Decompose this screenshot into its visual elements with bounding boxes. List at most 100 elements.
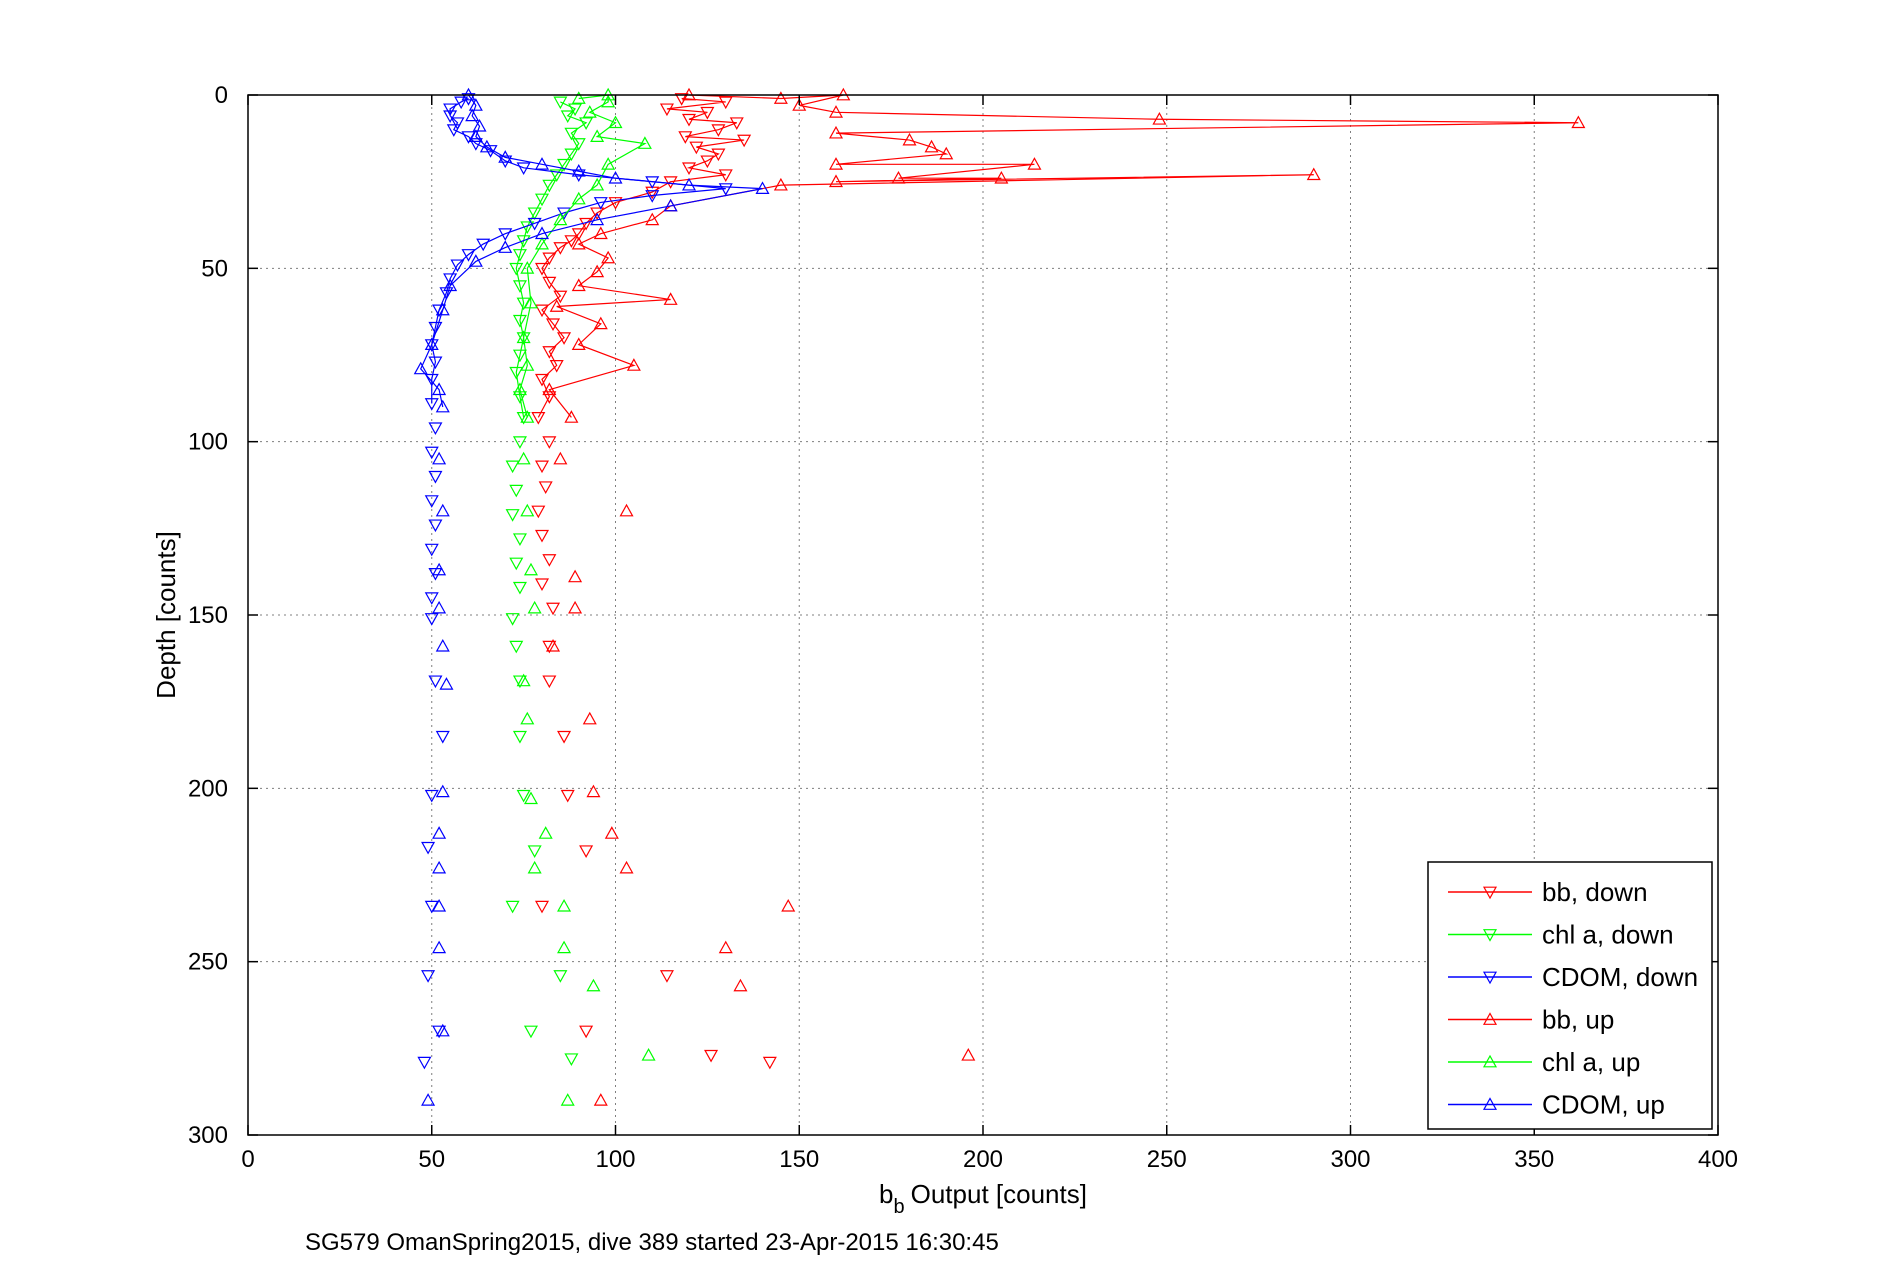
data-point: [527, 217, 542, 231]
data-point: [428, 356, 443, 370]
data-point: [509, 262, 524, 276]
y-tick-label: 150: [188, 602, 228, 629]
data-point: [891, 170, 906, 184]
data-point: [509, 557, 524, 571]
data-point: [619, 503, 634, 517]
data-point: [560, 1093, 575, 1106]
legend-item: chl a, up: [1448, 1047, 1640, 1077]
data-point: [523, 791, 538, 805]
data-point: [450, 117, 465, 130]
data-point: [568, 600, 583, 614]
data-point: [619, 860, 634, 874]
data-point: [461, 249, 476, 262]
data-point: [553, 290, 568, 304]
data-point: [678, 131, 693, 144]
data-point: [828, 105, 844, 118]
data-point: [571, 337, 586, 350]
data-point: [534, 193, 550, 207]
data-point: [557, 940, 572, 954]
data-point: [659, 970, 674, 983]
x-tick-label: 100: [595, 1146, 635, 1173]
data-point: [472, 118, 487, 132]
data-point: [512, 675, 527, 689]
data-point: [718, 96, 733, 110]
data-point: [498, 228, 513, 241]
data-point: [542, 640, 557, 654]
data-point: [538, 481, 553, 494]
x-axis-label-text: Output [counts]: [911, 1179, 1087, 1209]
data-point: [424, 495, 439, 508]
data-point: [681, 177, 697, 191]
legend-label: CDOM, up: [1542, 1090, 1665, 1120]
data-point: [1571, 115, 1586, 129]
data-point: [534, 578, 550, 592]
data-point: [435, 302, 450, 316]
data-point: [637, 136, 652, 149]
data-point: [435, 784, 450, 798]
data-point: [512, 436, 527, 449]
data-point: [534, 529, 550, 543]
y-tick-label: 100: [188, 429, 228, 456]
data-point: [435, 638, 450, 652]
data-point: [450, 259, 465, 273]
data-point: [593, 316, 608, 330]
data-point: [509, 640, 524, 654]
data-point: [557, 332, 572, 345]
x-tick-label: 200: [963, 1146, 1003, 1173]
data-point: [523, 1025, 538, 1039]
data-point: [681, 113, 697, 127]
data-point: [553, 242, 568, 255]
data-point: [681, 162, 697, 176]
data-point: [729, 117, 744, 130]
data-point: [571, 138, 586, 151]
legend: bb, down chl a, down CDOM, down bb, up chl a…: [1427, 861, 1713, 1130]
data-point: [557, 158, 572, 172]
data-point: [549, 360, 564, 373]
data-point: [505, 460, 520, 474]
data-point: [520, 410, 535, 423]
data-point: [546, 638, 561, 652]
data-point: [593, 226, 608, 240]
data-point: [590, 264, 605, 278]
y-tick-label: 200: [188, 775, 228, 802]
data-point: [512, 730, 527, 744]
data-point: [527, 207, 542, 221]
data-point: [608, 115, 623, 129]
data-point: [498, 155, 513, 169]
data-point: [534, 304, 550, 318]
data-point: [601, 94, 616, 108]
data-point: [428, 519, 443, 533]
data-point: [443, 103, 458, 117]
data-point: [424, 398, 439, 411]
data-point: [733, 978, 748, 992]
data-point: [512, 314, 527, 328]
series-line: [537, 97, 745, 418]
data-point: [586, 978, 601, 992]
data-point: [435, 503, 450, 517]
data-point: [564, 148, 579, 162]
data-point: [590, 177, 605, 191]
data-point: [711, 148, 726, 162]
data-point: [505, 613, 520, 626]
data-point: [700, 106, 715, 120]
data-point: [994, 170, 1009, 184]
data-point: [828, 174, 844, 188]
y-tick-label: 300: [188, 1122, 228, 1149]
x-tick-label: 350: [1514, 1146, 1554, 1173]
data-point: [579, 845, 594, 858]
data-point: [421, 970, 436, 983]
data-point: [443, 273, 458, 286]
data-point: [428, 321, 443, 335]
data-point: [468, 129, 483, 142]
data-point: [424, 337, 439, 350]
data-point: [579, 1025, 594, 1039]
data-point: [428, 422, 443, 436]
y-tick-label: 50: [201, 255, 228, 282]
data-point: [571, 236, 586, 250]
data-point: [557, 898, 572, 912]
data-point: [663, 292, 678, 305]
data-point: [476, 238, 491, 252]
data-point: [523, 562, 538, 576]
legend-box: [1427, 861, 1713, 1130]
legend-label: chl a, up: [1542, 1047, 1640, 1077]
